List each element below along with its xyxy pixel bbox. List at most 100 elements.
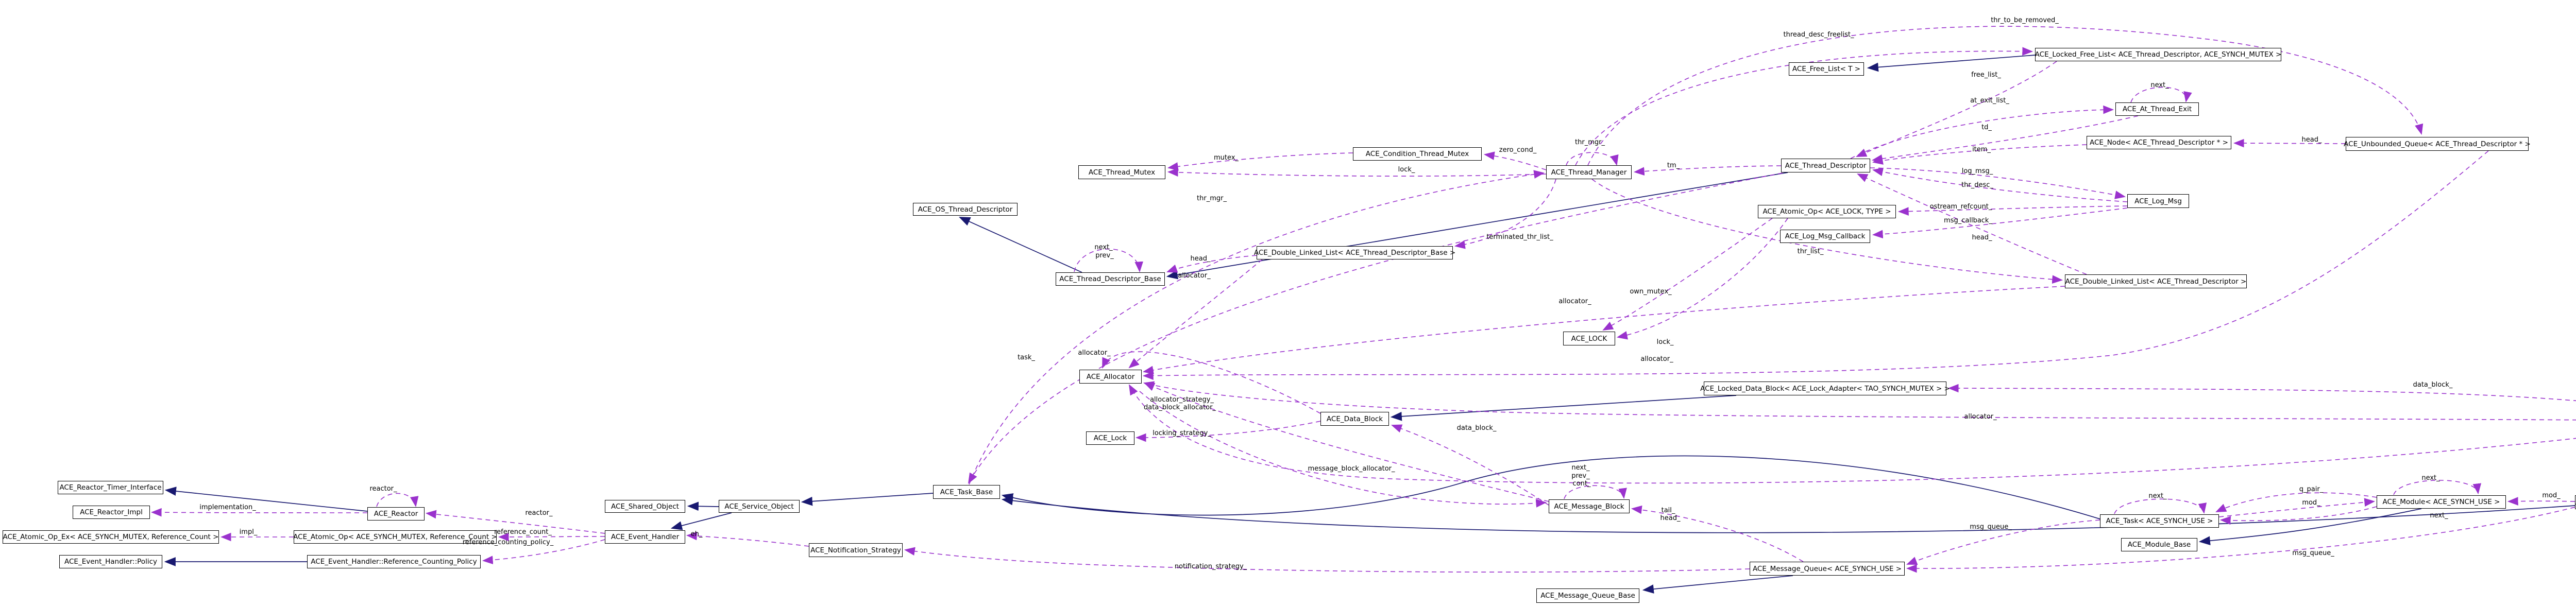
class-node-log-msg-callback[interactable]: ACE_Log_Msg_Callback: [1780, 230, 1870, 243]
class-node-message-queue[interactable]: ACE_Message_Queue< ACE_SYNCH_USE >: [1750, 562, 1905, 576]
edge-service-object-to-event-handler: [670, 512, 732, 530]
edge-tao-cec-dispatching-task-to-allocator: [1128, 384, 2576, 484]
class-node-unbounded-queue[interactable]: ACE_Unbounded_Queue< ACE_Thread_Descript…: [2344, 137, 2531, 151]
class-node-notification-strategy[interactable]: ACE_Notification_Strategy: [809, 543, 903, 557]
class-node-dll-thread-descriptor[interactable]: ACE_Double_Linked_List< ACE_Thread_Descr…: [2065, 274, 2247, 288]
edge-thread-descriptor-to-at-thread-exit: [1850, 105, 2114, 159]
class-node-ace-lock[interactable]: ACE_Lock: [1086, 431, 1134, 445]
edge-at-thread-exit-to-thread-descriptor: [1871, 115, 2139, 163]
edge-task-base-to-service-object: [801, 493, 934, 506]
edge-message-queue-to-message-block: [1631, 505, 1804, 562]
class-node-event-handler[interactable]: ACE_Event_Handler: [605, 530, 685, 544]
edge-locked-free-list-to-free-list: [1867, 55, 2036, 72]
class-node-event-handler-policy[interactable]: ACE_Event_Handler::Policy: [59, 555, 162, 568]
class-node-task-base[interactable]: ACE_Task_Base: [933, 485, 1000, 499]
class-node-dll-thread-descriptor-base[interactable]: ACE_Double_Linked_List< ACE_Thread_Descr…: [1254, 246, 1455, 259]
class-node-locked-data-block[interactable]: ACE_Locked_Data_Block< ACE_Lock_Adapter<…: [1700, 381, 1950, 395]
edge-allocator-to-message-block: [1139, 391, 1547, 508]
edge-message-block-to-message-block: [1564, 485, 1627, 499]
edge-locked-data-block-to-data-block: [1390, 395, 1737, 421]
class-node-free-list[interactable]: ACE_Free_List< T >: [1789, 62, 1864, 76]
class-node-thread-descriptor[interactable]: ACE_Thread_Descriptor: [1781, 159, 1870, 172]
edge-log-msg-to-thread-descriptor: [1872, 167, 2128, 202]
edge-event-handler-to-atomic-op-sync: [498, 532, 605, 542]
class-node-atomic-op-ex[interactable]: ACE_Atomic_Op_Ex< ACE_SYNCH_MUTEX, Refer…: [3, 530, 219, 544]
class-node-shared-object[interactable]: ACE_Shared_Object: [605, 500, 685, 513]
edge-task-synch-use-to-module-synch-use: [2218, 498, 2376, 517]
edge-thread-manager-to-unbounded-queue: [1587, 26, 2424, 166]
edge-tao-cec-dispatching-task-to-locked-data-block: [1947, 384, 2576, 402]
class-node-log-msg[interactable]: ACE_Log_Msg: [2127, 194, 2189, 208]
class-node-allocator[interactable]: ACE_Allocator: [1079, 370, 1142, 384]
class-node-os-thread-descriptor[interactable]: ACE_OS_Thread_Descriptor: [913, 203, 1018, 216]
class-node-message-block[interactable]: ACE_Message_Block: [1549, 499, 1630, 513]
class-node-ace-lock-tpl[interactable]: ACE_LOCK: [1563, 332, 1615, 345]
edge-dll-thread-descriptor-base-to-thread-descriptor-base: [1166, 255, 1257, 273]
edge-event-handler-to-event-handler-rc-policy: [482, 539, 605, 565]
edge-condition-thread-mutex-to-thread-mutex: [1167, 152, 1353, 171]
edge-atomic-op-lock-type-to-ace-lock-tpl: [1616, 218, 1788, 340]
edge-log-msg-to-atomic-op-lock-type: [1897, 205, 2128, 216]
edge-message-block-to-data-block: [1391, 424, 1549, 506]
edge-node-thread-descriptor-to-thread-descriptor: [1872, 144, 2087, 165]
class-node-reactor-impl[interactable]: ACE_Reactor_Impl: [73, 506, 150, 519]
class-node-reactor-timer-interface[interactable]: ACE_Reactor_Timer_Interface: [58, 481, 163, 494]
class-node-event-handler-rc-policy[interactable]: ACE_Event_Handler::Reference_Counting_Po…: [307, 555, 481, 568]
edge-notification-strategy-to-event-handler: [686, 531, 809, 547]
edge-module-synch-use-to-module-synch-use: [2393, 480, 2481, 495]
edge-dll-thread-descriptor-to-allocator: [1142, 286, 2065, 374]
class-node-atomic-op-lock-type[interactable]: ACE_Atomic_Op< ACE_LOCK, TYPE >: [1758, 205, 1896, 218]
edge-thread-manager-to-thread-manager: [1566, 152, 1619, 166]
class-node-module-base[interactable]: ACE_Module_Base: [2121, 538, 2197, 551]
edge-unbounded-queue-to-allocator: [1142, 150, 2489, 380]
edge-dll-thread-descriptor-base-to-allocator: [1128, 259, 1263, 369]
class-node-node-thread-descriptor[interactable]: ACE_Node< ACE_Thread_Descriptor * >: [2087, 136, 2231, 149]
class-node-locked-free-list[interactable]: ACE_Locked_Free_List< ACE_Thread_Descrip…: [2035, 48, 2281, 61]
edge-task-base-to-thread-manager: [969, 170, 1545, 485]
class-node-at-thread-exit[interactable]: ACE_At_Thread_Exit: [2115, 102, 2199, 116]
class-node-service-object[interactable]: ACE_Service_Object: [719, 500, 800, 513]
edge-task-synch-use-to-task-synch-use: [2114, 498, 2207, 514]
class-node-module-synch-use[interactable]: ACE_Module< ACE_SYNCH_USE >: [2377, 495, 2506, 509]
edge-message-block-to-allocator: [1144, 383, 1549, 502]
class-node-task-synch[interactable]: ACE_Task< ACE_SYNCH >: [2575, 495, 2576, 509]
edge-thread-descriptor-base-to-thread-descriptor-base: [1074, 248, 1143, 273]
edge-reactor-to-reactor-timer-interface: [164, 487, 368, 512]
edge-thread-descriptor-to-log-msg: [1870, 167, 2126, 199]
edge-at-thread-exit-to-at-thread-exit: [2130, 86, 2192, 103]
class-node-message-queue-base[interactable]: ACE_Message_Queue_Base: [1536, 588, 1639, 603]
edge-thread-descriptor-base-to-os-thread-descriptor: [958, 217, 1082, 273]
edge-thread-manager-to-thread-mutex: [1167, 168, 1547, 177]
class-node-task-synch-use[interactable]: ACE_Task< ACE_SYNCH_USE >: [2100, 514, 2219, 528]
edge-thread-manager-to-dll-thread-descriptor-base: [1454, 179, 1556, 249]
edge-atomic-op-lock-type-to-ace-lock-tpl: [1602, 218, 1773, 331]
edge-thread-manager-to-condition-thread-mutex: [1483, 151, 1547, 170]
edge-tao-cec-dispatching-task-to-allocator: [1143, 381, 2576, 421]
edge-task-synch-to-task-base: [1001, 496, 2575, 533]
class-node-thread-manager[interactable]: ACE_Thread_Manager: [1546, 165, 1632, 179]
edge-data-block-to-allocator: [1102, 351, 1321, 414]
edge-data-block-to-ace-lock: [1135, 421, 1321, 442]
edge-thread-descriptor-to-thread-manager: [1633, 165, 1782, 176]
edge-thread-manager-to-locked-free-list: [1575, 47, 2033, 166]
class-node-reactor[interactable]: ACE_Reactor: [367, 507, 425, 521]
edge-unbounded-queue-to-node-thread-descriptor: [2233, 138, 2346, 148]
class-node-data-block[interactable]: ACE_Data_Block: [1320, 412, 1389, 426]
class-node-condition-thread-mutex[interactable]: ACE_Condition_Thread_Mutex: [1353, 147, 1482, 161]
edge-thread-manager-to-dll-thread-descriptor: [1591, 179, 2063, 284]
edge-reactor-to-reactor-impl: [150, 508, 368, 517]
edge-reactor-to-reactor: [376, 493, 419, 508]
edge-message-queue-to-notification-strategy: [904, 547, 1750, 573]
edge-module-synch-use-to-module-base: [2198, 508, 2422, 546]
edge-dll-thread-descriptor-to-thread-descriptor: [1857, 174, 2087, 275]
edge-log-msg-to-log-msg-callback: [1872, 207, 2128, 239]
class-node-atomic-op-sync[interactable]: ACE_Atomic_Op< ACE_SYNCH_MUTEX, Referenc…: [293, 530, 497, 544]
edge-thread-descriptor-to-task-base: [968, 172, 1783, 484]
edge-module-synch-use-to-task-synch-use: [2219, 506, 2377, 525]
class-node-thread-mutex[interactable]: ACE_Thread_Mutex: [1078, 165, 1165, 179]
edge-locked-free-list-to-thread-descriptor: [1856, 61, 2057, 157]
edge-message-queue-to-message-queue-base: [1642, 575, 1793, 594]
class-node-thread-descriptor-base[interactable]: ACE_Thread_Descriptor_Base: [1056, 272, 1165, 286]
